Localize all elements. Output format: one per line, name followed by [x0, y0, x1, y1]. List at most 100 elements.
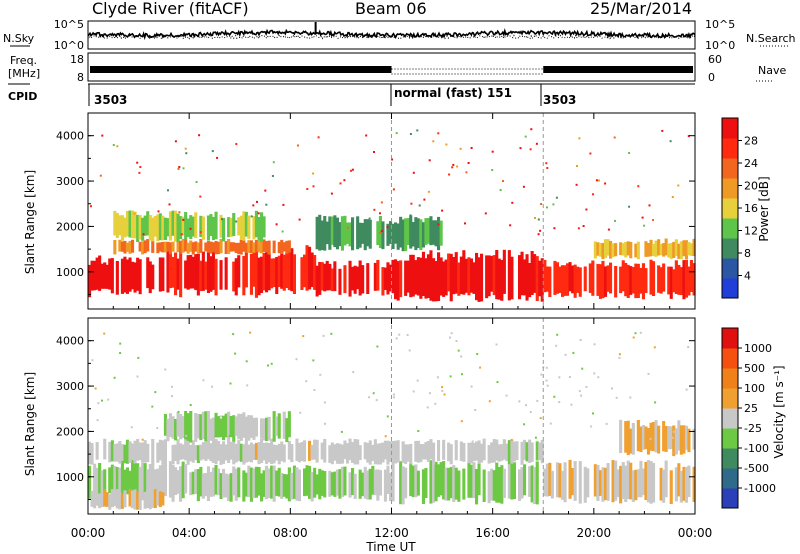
heatmap-cell-4-36 [179, 443, 183, 460]
heatmap-cell-5-34 [249, 415, 253, 438]
heatmap-cell-1-1 [191, 471, 195, 495]
heatmap-cell-8-18 [361, 223, 365, 244]
heatmap-cell-0-18 [133, 463, 137, 499]
heatmap-speck-61 [576, 165, 578, 167]
heatmap-cell-5-18 [209, 418, 213, 441]
heatmap-speck-119 [428, 159, 431, 162]
heatmap-cell-3-32 [624, 465, 628, 502]
heatmap-cell-4-39 [186, 438, 190, 465]
heatmap-cell-3-37 [636, 469, 640, 498]
heatmap-cell-2-6 [254, 245, 258, 298]
heatmap-cell-0-13 [120, 460, 124, 499]
heatmap-cell-3-35 [631, 470, 635, 502]
heatmap-cell-4-27 [459, 256, 463, 295]
heatmap-cell-1-1 [166, 250, 170, 293]
heatmap-cell-5-33 [247, 415, 251, 441]
heatmap-cell-5-41 [267, 416, 271, 441]
heatmap-cell-2-19 [439, 462, 443, 496]
heatmap-cell-6-51 [242, 240, 246, 252]
heatmap-cell-2-8 [411, 465, 415, 498]
heatmap-cell-2-12 [421, 469, 425, 504]
heatmap-speck-137 [618, 356, 621, 359]
heatmap-speck-56 [536, 399, 539, 402]
heatmap-speck-139 [534, 217, 536, 219]
heatmap-cell-4-119 [389, 441, 393, 462]
heatmap-cell-5-2 [168, 413, 172, 437]
heatmap-cell-5-53 [677, 264, 681, 295]
heatmap-speck-139 [96, 419, 99, 422]
heatmap-cell-7-59 [262, 216, 266, 238]
heatmap-speck-119 [229, 382, 232, 385]
heatmap-cell-3-34 [629, 462, 633, 500]
heatmap-cell-1-57 [333, 471, 337, 497]
power-colorbar-swatch [722, 118, 738, 139]
heatmap-cell-4-45 [201, 442, 205, 460]
heatmap-speck-131 [510, 438, 513, 441]
heatmap-speck-80 [168, 203, 171, 206]
heatmap-cell-9-39 [692, 238, 696, 256]
heatmap-speck-32 [552, 203, 555, 206]
heatmap-cell-4-50 [518, 255, 522, 300]
heatmap-cell-7-35 [201, 216, 205, 240]
y-tick-label: 1000 [56, 471, 84, 484]
heatmap-cell-4-43 [500, 259, 504, 301]
heatmap-cell-4-30 [467, 257, 471, 296]
heatmap-cell-8-49 [439, 220, 443, 246]
heatmap-speck-108 [509, 224, 512, 227]
heatmap-cell-5-2 [548, 266, 552, 297]
heatmap-cell-2-28 [462, 468, 466, 500]
heatmap-cell-2-52 [523, 464, 527, 496]
heatmap-cell-9-24 [654, 240, 658, 257]
heatmap-cell-9-21 [646, 243, 650, 257]
heatmap-cell-1-51 [318, 468, 322, 500]
freq-tick-top: 18 [70, 53, 84, 66]
heatmap-cell-4-172 [523, 439, 527, 460]
heatmap-cell-7-18 [664, 426, 668, 452]
heatmap-cell-4-18 [437, 252, 441, 301]
heatmap-cell-4-117 [383, 440, 387, 460]
heatmap-cell-6-19 [136, 491, 140, 510]
heatmap-speck-24 [465, 171, 468, 174]
heatmap-speck-132 [558, 376, 561, 379]
heatmap-cell-5-4 [174, 419, 178, 441]
heatmap-cell-6-25 [151, 493, 155, 508]
heatmap-cell-0-11 [115, 261, 119, 295]
heatmap-cell-5-34 [629, 266, 633, 295]
velocity-heatmap [88, 318, 696, 514]
heatmap-speck-99 [211, 150, 214, 153]
heatmap-speck-74 [365, 134, 368, 137]
heatmap-speck-83 [568, 376, 571, 378]
heatmap-cell-8-48 [437, 216, 441, 251]
heatmap-cell-5-49 [287, 411, 291, 438]
heatmap-cell-1-23 [247, 465, 251, 498]
power-colorbar-tick-label: 8 [744, 247, 751, 260]
heatmap-speck-9 [373, 151, 375, 153]
heatmap-cell-7-55 [252, 216, 256, 240]
heatmap-cell-4-124 [401, 441, 405, 463]
heatmap-speck-20 [496, 381, 499, 384]
heatmap-cell-2-55 [530, 465, 534, 503]
heatmap-speck-26 [452, 163, 455, 166]
heatmap-cell-4-158 [487, 445, 491, 464]
heatmap-speck-49 [580, 394, 583, 397]
heatmap-speck-12 [546, 206, 548, 209]
heatmap-cell-1-60 [340, 466, 344, 497]
heatmap-cell-4-30 [163, 439, 167, 465]
heatmap-cell-9-6 [609, 240, 613, 259]
heatmap-cell-6-32 [194, 241, 198, 252]
heatmap-speck-32 [352, 371, 355, 374]
heatmap-cell-4-16 [432, 258, 436, 302]
heatmap-speck-15 [525, 404, 527, 407]
heatmap-cell-5-36 [634, 263, 638, 299]
heatmap-cell-0-18 [133, 262, 137, 293]
heatmap-speck-118 [199, 231, 202, 234]
heatmap-speck-105 [461, 373, 463, 376]
velocity-ylabel: Slant Range [km] [23, 372, 37, 476]
heatmap-cell-2-39 [490, 468, 494, 501]
heatmap-speck-25 [434, 402, 437, 405]
heatmap-cell-1-24 [249, 467, 253, 502]
heatmap-cell-1-24 [224, 257, 228, 290]
heatmap-cell-3-50 [669, 470, 673, 504]
heatmap-cell-3-20 [593, 464, 597, 497]
heatmap-speck-28 [449, 375, 452, 378]
